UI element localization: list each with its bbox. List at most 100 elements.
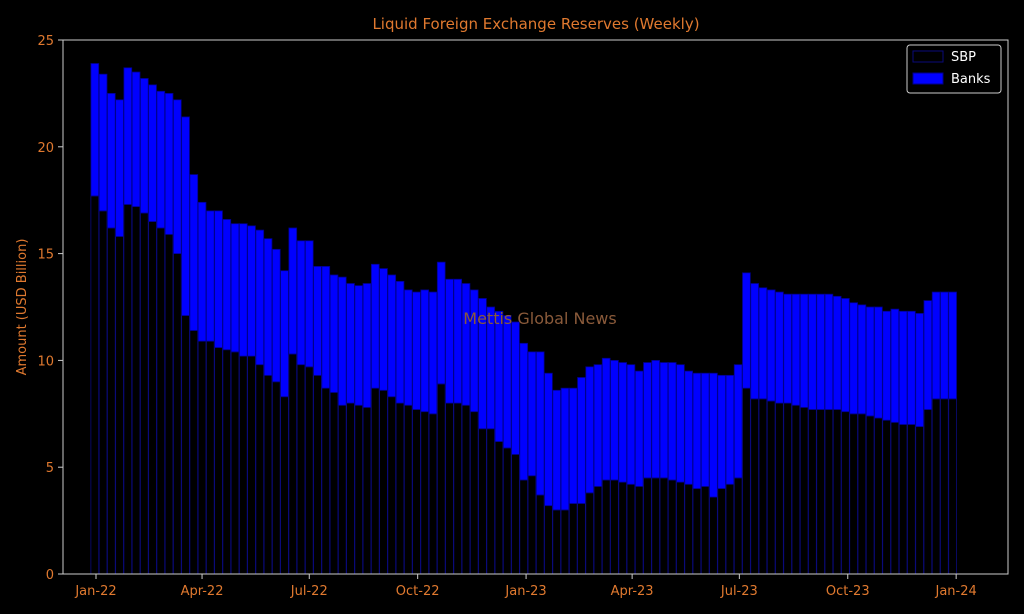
y-axis: 0 5 10 15 20 25 xyxy=(37,34,63,583)
bar-sbp xyxy=(585,492,595,575)
bar-banks xyxy=(296,240,306,366)
bar-banks xyxy=(478,298,487,430)
bar-banks xyxy=(626,364,636,485)
bar-sbp xyxy=(717,488,726,575)
bar-banks xyxy=(370,263,380,389)
bar-banks xyxy=(271,248,281,383)
bar-banks xyxy=(898,310,908,425)
bar-sbp xyxy=(98,210,108,575)
bar-sbp xyxy=(758,398,768,575)
bar-banks xyxy=(783,293,792,404)
bar-banks xyxy=(395,280,405,404)
bar-sbp xyxy=(428,413,438,575)
bar-banks xyxy=(535,351,545,496)
bar-sbp xyxy=(486,428,496,575)
bar-sbp xyxy=(733,477,743,575)
bar-sbp xyxy=(849,413,858,575)
bar-sbp xyxy=(148,221,157,575)
bar-sbp xyxy=(816,409,825,575)
bar-sbp xyxy=(783,402,792,575)
bar-sbp xyxy=(494,441,504,575)
bar-sbp xyxy=(197,340,207,575)
legend-label-sbp: SBP xyxy=(951,50,976,65)
bar-banks xyxy=(511,321,520,455)
bar-sbp xyxy=(923,409,933,575)
legend-label-banks: Banks xyxy=(951,72,991,87)
x-tick-label: Jul-22 xyxy=(290,584,328,599)
bar-sbp xyxy=(948,398,957,575)
bar-sbp xyxy=(321,387,331,575)
bar-banks xyxy=(527,351,537,477)
bar-banks xyxy=(337,276,347,406)
bar-sbp xyxy=(181,315,190,575)
bar-banks xyxy=(560,387,570,511)
bar-sbp xyxy=(296,364,306,575)
bar-banks xyxy=(717,374,726,489)
bar-banks xyxy=(766,289,776,402)
x-axis: Jan-22 Apr-22 Jul-22 Oct-22 Jan-23 Apr-23 Jul-… xyxy=(74,574,977,599)
bar-sbp xyxy=(230,351,240,575)
bar-banks xyxy=(247,225,256,357)
bar-sbp xyxy=(643,477,652,575)
bar-sbp xyxy=(346,402,355,575)
bar-sbp xyxy=(403,404,413,575)
bar-banks xyxy=(750,283,759,400)
bar-sbp xyxy=(469,411,479,575)
bar-sbp xyxy=(791,404,801,575)
bar-sbp xyxy=(436,383,446,575)
bar-sbp xyxy=(172,253,182,575)
bar-banks xyxy=(362,283,372,408)
bar-banks xyxy=(156,90,166,229)
bar-banks xyxy=(469,289,479,413)
bar-banks xyxy=(387,274,397,398)
bar-sbp xyxy=(544,505,553,575)
bar-banks xyxy=(676,364,685,483)
bar-sbp xyxy=(115,236,124,575)
bar-banks xyxy=(502,315,512,449)
bar-sbp xyxy=(478,428,487,575)
bar-sbp xyxy=(238,355,248,575)
bar-sbp xyxy=(337,404,347,575)
bar-banks xyxy=(791,293,801,406)
bar-banks xyxy=(692,372,702,489)
bar-sbp xyxy=(313,374,322,575)
bar-sbp xyxy=(395,402,405,575)
bar-sbp xyxy=(634,486,644,575)
bar-banks xyxy=(700,372,710,487)
bar-banks xyxy=(453,278,463,404)
bar-sbp xyxy=(90,195,100,575)
bar-sbp xyxy=(527,475,537,575)
bar-sbp xyxy=(387,396,397,575)
bar-sbp xyxy=(502,447,512,575)
bar-banks xyxy=(436,261,446,385)
bar-sbp xyxy=(139,212,149,575)
bar-sbp xyxy=(189,330,199,575)
bar-sbp xyxy=(164,233,174,575)
bar-banks xyxy=(494,310,504,442)
bar-banks xyxy=(865,306,875,417)
bar-banks xyxy=(799,293,809,408)
bar-banks xyxy=(428,291,438,415)
bar-banks xyxy=(816,293,825,410)
x-tick-label: Oct-22 xyxy=(396,584,440,599)
bar-banks xyxy=(205,210,215,342)
bar-sbp xyxy=(568,503,578,575)
bar-banks xyxy=(139,78,149,214)
bar-sbp xyxy=(280,396,289,575)
bar-banks xyxy=(940,291,949,400)
bar-banks xyxy=(651,359,661,479)
bar-banks xyxy=(486,306,496,430)
bar-banks xyxy=(412,291,421,410)
bar-sbp xyxy=(354,404,364,575)
bar-sbp xyxy=(651,477,661,575)
bar-banks xyxy=(610,359,619,481)
bar-sbp xyxy=(684,483,693,575)
bar-sbp xyxy=(412,409,421,575)
bar-sbp xyxy=(601,479,611,575)
bar-banks xyxy=(90,63,100,197)
bar-banks xyxy=(106,93,116,229)
bar-sbp xyxy=(222,349,232,575)
bar-banks xyxy=(379,268,388,391)
bar-sbp xyxy=(709,496,718,575)
bar-sbp xyxy=(205,340,215,575)
